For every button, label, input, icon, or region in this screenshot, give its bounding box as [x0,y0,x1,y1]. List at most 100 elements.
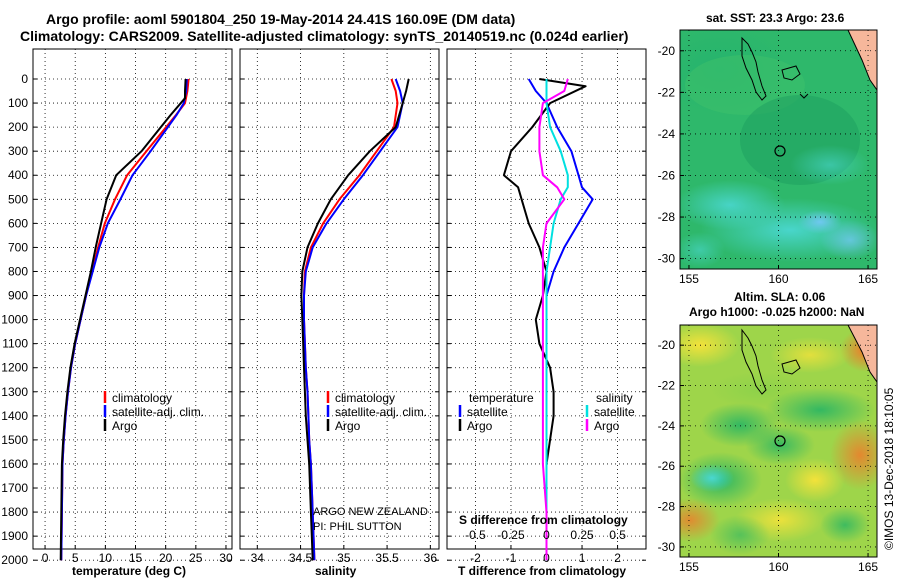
legend-label-climatology: climatology [335,391,395,405]
legend-label-s-satellite: satellite [594,405,635,419]
temperature-axis-title: temperature (deg C) [72,564,186,578]
map-y-tick-label: -30 [658,252,676,266]
legend-label-t-argo: Argo [467,419,493,433]
map-y-tick-label: -26 [658,459,676,473]
x-tick-label: -2 [470,551,481,565]
series-line-argo [300,78,410,561]
temperature-panel [32,48,233,550]
depth-tick-label: 800 [8,264,28,278]
depth-tick-label: 1900 [1,529,28,543]
depth-tick-label: 1500 [1,433,28,447]
difference-plot: -2 -1 0 1 2 [447,49,646,565]
series-line-salinity-satellite [545,79,569,561]
difference-legend-temperature: temperature satellite Argo [458,391,534,433]
loyalty-islands-coast [781,359,801,375]
depth-tick-label: 1100 [2,337,28,351]
x-tick-label: 34.5 [289,551,313,565]
s-difference-axis-ticks: -0.5 -0.25 0 0.25 0.5 [465,528,626,542]
salinity-axis-title: salinity [315,564,357,578]
x-tick-label: 34 [251,551,265,565]
map-y-tick-label: -28 [658,500,676,514]
x-tick-label: 25 [189,551,203,565]
depth-tick-label: 0 [21,72,28,86]
map-x-tick-label: 155 [679,272,699,286]
series-line-argo [59,78,187,561]
depth-tick-label: 1200 [1,361,28,375]
x-tick-label: 35.5 [375,551,399,565]
sst-map-title: sat. SST: 23.3 Argo: 23.6 [706,11,845,25]
depth-tick-label: 500 [8,192,28,206]
s-difference-axis-title: S difference from climatology [459,513,628,527]
float-position-marker [774,145,786,157]
depth-tick-label: 1000 [1,313,28,327]
credit-line-2: PI: PHIL SUTTON [313,521,402,533]
s-difference-tick-label: -0.5 [465,528,486,542]
depth-tick-label: 1600 [1,457,28,471]
depth-tick-label: 600 [8,216,28,230]
map-x-tick-label: 160 [768,560,788,574]
s-difference-tick-label: -0.25 [497,528,525,542]
map-y-tick-label: -22 [658,85,676,99]
map-y-tick-label: -22 [658,379,676,393]
sla-map-title: Altim. SLA: 0.06 [734,290,826,304]
x-tick-label: 20 [159,551,173,565]
vanuatu-coast [847,30,877,91]
map-y-tick-label: -30 [658,540,676,554]
legend-label-t-satellite: satellite [467,405,508,419]
depth-tick-label: 1800 [1,505,28,519]
legend-label-climatology: climatology [112,391,172,405]
x-tick-label: 15 [129,551,143,565]
series-line-satellite-adj-clim- [303,78,404,561]
legend-label-satellite: satellite-adj. clim. [112,405,204,419]
map-y-tick-label: -24 [658,419,676,433]
s-difference-tick-label: 0.25 [570,528,594,542]
sla-map [680,325,877,557]
header-line-1: Argo profile: aoml 5901804_250 19-May-20… [46,11,515,27]
map-x-tick-label: 165 [858,560,878,574]
sst-map [680,30,877,269]
header-line-2: Climatology: CARS2009. Satellite-adjuste… [20,28,628,44]
x-tick-label: 2 [614,551,621,565]
map-y-tick-label: -26 [658,168,676,182]
new-caledonia-coast [741,36,767,101]
salinity-legend: climatology satellite-adj. clim. Argo [326,391,427,433]
series-line-climatology [303,78,399,561]
x-tick-label: -1 [506,551,517,565]
depth-tick-label: 400 [8,168,28,182]
legend-label-argo: Argo [112,419,138,433]
depth-axis: 0 100 200 300 400 500 600 700 800 900 1000 1100 1200… [1,72,28,567]
legend-label-argo: Argo [335,419,361,433]
map-y-tick-label: -20 [658,338,676,352]
depth-tick-label: 2000 [1,553,28,567]
sla-map-axes: 155 160 165 -20 -22 -24 -26 -28 -30 [658,325,878,574]
vanuatu-coast [847,325,877,383]
x-tick-label: 36 [424,551,438,565]
s-difference-tick-label: 0.5 [609,528,626,542]
float-position-marker [774,435,786,447]
depth-tick-label: 900 [8,289,28,303]
depth-tick-label: 300 [8,144,28,158]
x-tick-label: 10 [99,551,113,565]
loyalty-islands-coast [781,65,801,81]
sla-map-subtitle: Argo h1000: -0.025 h2000: NaN [689,305,864,319]
imos-timestamp: ©IMOS 13-Dec-2018 18:10:05 [882,387,896,550]
s-difference-tick-label: 0 [543,528,550,542]
sst-map-axes: 155 160 165 -20 -22 -24 -26 -28 -30 [658,30,878,286]
map-x-tick-label: 165 [858,272,878,286]
x-tick-label: 5 [72,551,79,565]
legend-title-salinity: salinity [596,391,633,405]
difference-legend-salinity: salinity satellite Argo [585,391,635,433]
map-x-tick-label: 160 [768,272,788,286]
depth-tick-label: 1700 [1,481,28,495]
map-y-tick-label: -28 [658,210,676,224]
depth-tick-label: 1300 [1,385,28,399]
depth-tick-label: 100 [8,96,28,110]
legend-label-satellite: satellite-adj. clim. [335,405,427,419]
depth-tick-label: 700 [8,240,28,254]
new-caledonia-coast [741,328,767,395]
map-x-tick-label: 155 [679,560,699,574]
temperature-plot: 0 5 10 15 20 25 30 [33,49,233,565]
x-tick-label: 35 [337,551,351,565]
salinity-panel [239,48,440,550]
